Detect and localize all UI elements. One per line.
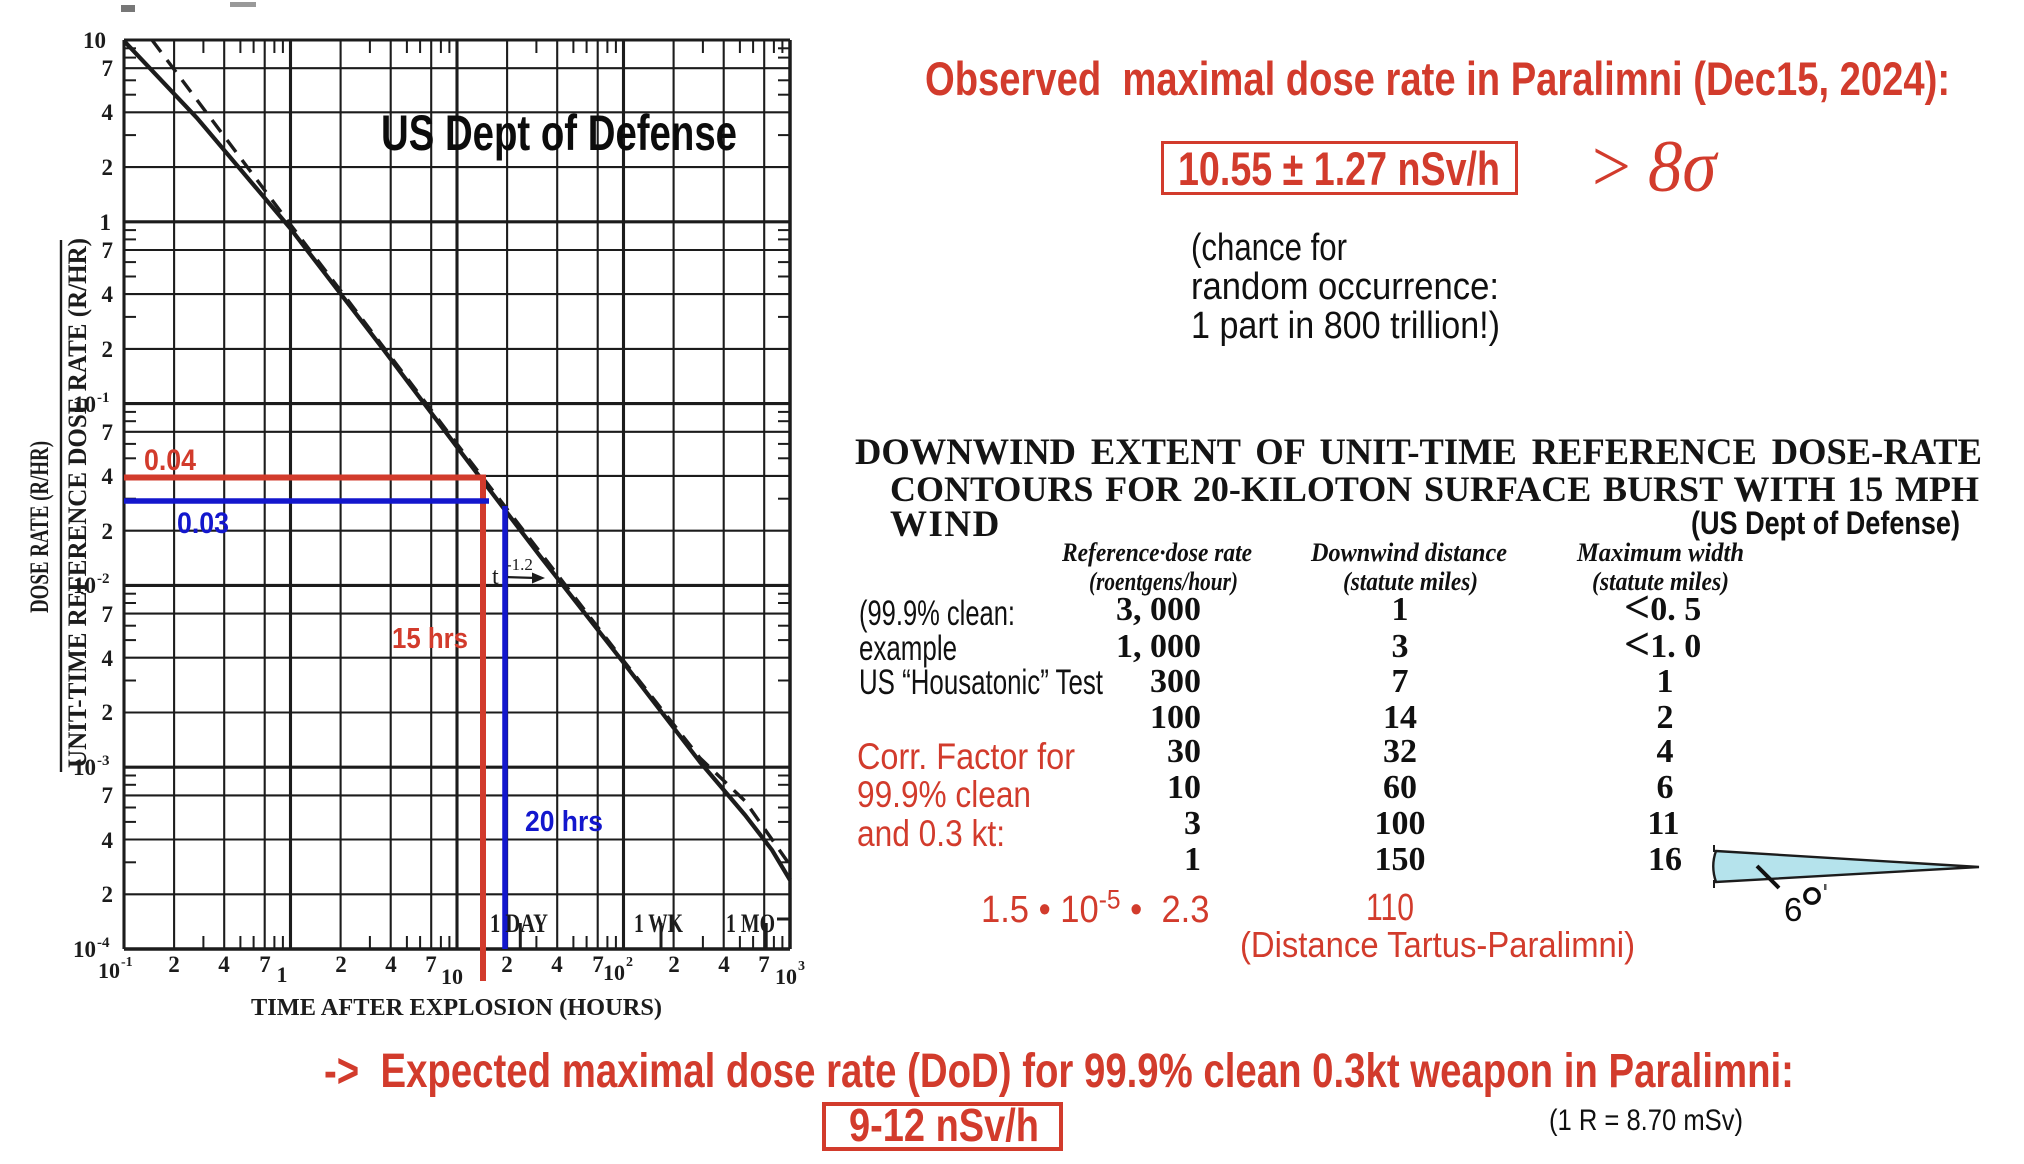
svg-text:1 MO: 1 MO [726, 909, 775, 938]
svg-text:US Dept of Defense: US Dept of Defense [381, 105, 737, 161]
svg-text:10: 10 [73, 573, 96, 598]
svg-text:7: 7 [592, 952, 604, 977]
svg-text:2: 2 [168, 952, 180, 977]
svg-text:2: 2 [626, 955, 633, 970]
svg-text:4: 4 [102, 646, 114, 671]
svg-text:10: 10 [73, 937, 96, 962]
svg-text:15 hrs: 15 hrs [392, 623, 468, 655]
svg-text:10: 10 [603, 960, 625, 985]
svg-text:1 DAY: 1 DAY [490, 909, 548, 938]
svg-text:20 hrs: 20 hrs [525, 806, 603, 838]
svg-text:7: 7 [102, 420, 114, 445]
svg-text:2: 2 [668, 952, 680, 977]
svg-text:4: 4 [102, 282, 114, 307]
svg-text:4: 4 [385, 952, 397, 977]
svg-text:2: 2 [102, 519, 114, 544]
svg-text:10: 10 [98, 958, 120, 983]
svg-text:0.03: 0.03 [177, 507, 229, 540]
svg-text:DOSE RATE (R/HR): DOSE RATE (R/HR) [25, 441, 54, 613]
svg-text:10: 10 [775, 964, 797, 989]
svg-text:2: 2 [102, 337, 114, 362]
svg-text:2: 2 [501, 952, 513, 977]
svg-text:-1.2: -1.2 [506, 555, 533, 574]
svg-text:10: 10 [441, 964, 463, 989]
svg-text:-3: -3 [97, 753, 110, 769]
svg-text:-1: -1 [121, 955, 133, 970]
svg-text:4: 4 [551, 952, 563, 977]
svg-text:7: 7 [102, 783, 114, 808]
svg-text:TIME AFTER EXPLOSION (HOURS): TIME AFTER EXPLOSION (HOURS) [251, 995, 662, 1021]
svg-text:7: 7 [102, 602, 114, 627]
svg-text:7: 7 [758, 952, 770, 977]
svg-text:2: 2 [102, 882, 114, 907]
svg-text:10: 10 [73, 755, 96, 780]
svg-text:1: 1 [100, 210, 112, 235]
svg-text:-1: -1 [97, 390, 110, 406]
svg-text:10: 10 [83, 28, 106, 53]
svg-text:-4: -4 [97, 935, 110, 951]
svg-text:4: 4 [218, 952, 230, 977]
svg-text:3: 3 [798, 959, 805, 974]
svg-text:6: 6 [1784, 891, 1802, 928]
svg-text:7: 7 [259, 952, 271, 977]
svg-text:7: 7 [425, 952, 437, 977]
svg-text:UNIT-TIME REFERENCE DOSE RATE: UNIT-TIME REFERENCE DOSE RATE (R/HR) [63, 238, 92, 768]
svg-text:t: t [492, 564, 499, 590]
svg-text:4: 4 [102, 828, 114, 853]
svg-text:2: 2 [102, 155, 114, 180]
svg-text:7: 7 [102, 238, 114, 263]
svg-text:2: 2 [335, 952, 347, 977]
svg-text:7: 7 [102, 56, 114, 81]
svg-text:-2: -2 [97, 571, 110, 587]
svg-text:4: 4 [102, 464, 114, 489]
svg-text:1 WK: 1 WK [634, 909, 684, 938]
svg-text:4: 4 [102, 100, 114, 125]
svg-text:0.04: 0.04 [144, 444, 196, 477]
svg-text:1: 1 [277, 962, 288, 987]
svg-text:2: 2 [102, 700, 114, 725]
svg-text:10: 10 [73, 392, 96, 417]
svg-text:4: 4 [718, 952, 730, 977]
